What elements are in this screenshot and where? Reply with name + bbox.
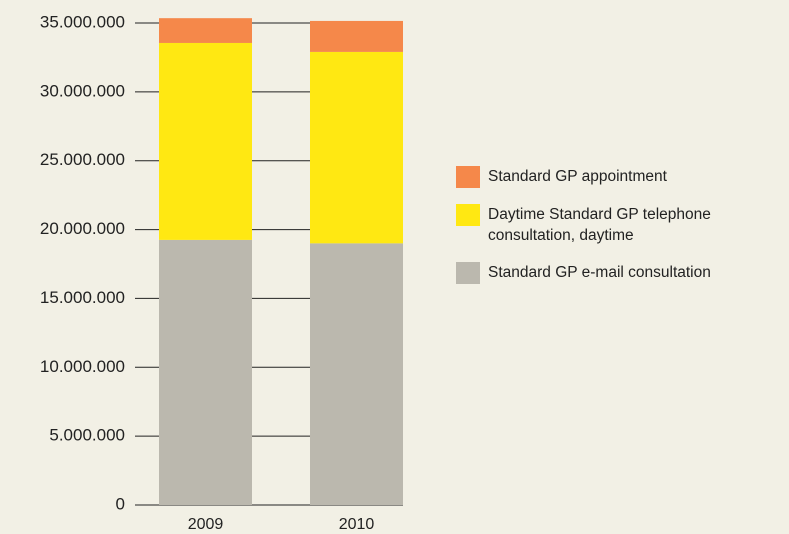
legend-swatch <box>456 204 480 226</box>
bar-segment <box>310 51 403 244</box>
bar-segment <box>310 20 403 52</box>
legend-label: Daytime Standard GP telephone consultati… <box>488 206 711 244</box>
legend-item: Daytime Standard GP telephone consultati… <box>456 204 789 246</box>
bar-segment <box>159 18 252 43</box>
bar-segment <box>159 42 252 240</box>
legend-swatch <box>456 262 480 284</box>
legend-item: Standard GP e-mail consultation <box>456 262 789 284</box>
y-tick-label: 30.000.000 <box>40 81 125 100</box>
legend: Standard GP appointment Daytime Standard … <box>456 166 789 300</box>
legend-swatch <box>456 166 480 188</box>
bar-segment <box>159 239 252 505</box>
y-tick-label: 25.000.000 <box>40 150 125 169</box>
legend-label: Standard GP e-mail consultation <box>488 264 711 281</box>
x-tick-label: 2010 <box>339 516 375 533</box>
y-tick-label: 0 <box>116 494 125 513</box>
y-tick-label: 20.000.000 <box>40 219 125 238</box>
legend-item: Standard GP appointment <box>456 166 789 188</box>
y-tick-label: 5.000.000 <box>49 426 125 445</box>
bar-segment <box>310 243 403 506</box>
y-tick-label: 35.000.000 <box>40 12 125 31</box>
x-tick-label: 2009 <box>188 516 224 533</box>
legend-label: Standard GP appointment <box>488 168 667 185</box>
y-tick-label: 10.000.000 <box>40 357 125 376</box>
y-tick-label: 15.000.000 <box>40 288 125 307</box>
